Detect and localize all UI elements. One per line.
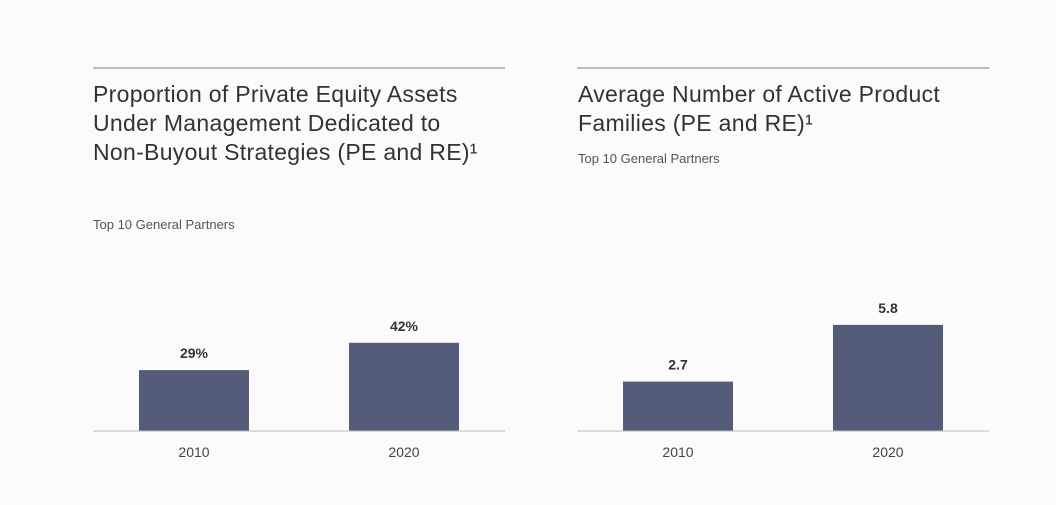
bar [349, 342, 459, 431]
bar [833, 324, 943, 431]
bar [139, 370, 249, 431]
chart-title: Proportion of Private Equity Assets Unde… [93, 81, 478, 165]
value-label: 29% [180, 345, 209, 361]
x-tick-label: 2010 [662, 444, 693, 460]
bar [623, 381, 733, 431]
chart-subtitle: Top 10 General Partners [93, 217, 235, 232]
x-tick-label: 2010 [178, 444, 209, 460]
value-label: 42% [390, 318, 419, 334]
x-tick-label: 2020 [872, 444, 903, 460]
value-label: 5.8 [878, 300, 898, 316]
x-tick-label: 2020 [388, 444, 419, 460]
chart-subtitle: Top 10 General Partners [578, 151, 720, 166]
value-label: 2.7 [668, 357, 688, 373]
chart-title: Average Number of Active Product Familie… [578, 81, 941, 136]
